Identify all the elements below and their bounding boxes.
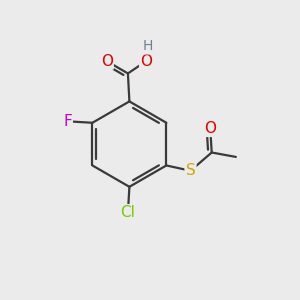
Text: S: S [186,163,195,178]
Text: F: F [63,114,72,129]
Text: Cl: Cl [121,205,135,220]
Text: O: O [140,54,152,69]
Text: O: O [204,121,216,136]
Text: O: O [101,54,113,69]
Text: H: H [143,39,153,53]
